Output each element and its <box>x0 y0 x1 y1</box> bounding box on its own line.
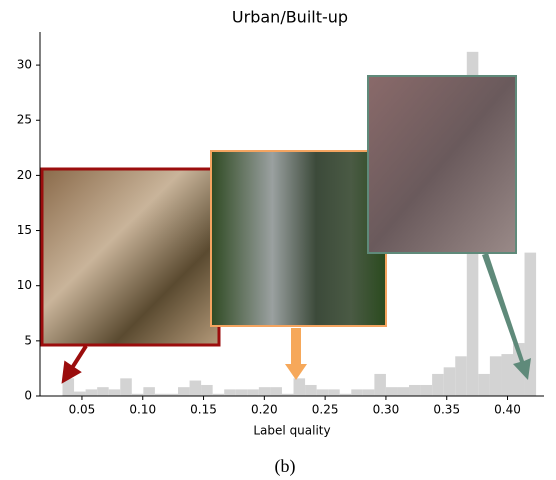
bar <box>258 387 271 396</box>
bar <box>108 389 121 396</box>
bar <box>189 380 202 396</box>
bar <box>154 393 167 396</box>
bar <box>374 373 386 396</box>
bar <box>420 384 433 396</box>
bar <box>362 389 375 396</box>
x-tick-label: 0.40 <box>494 403 521 417</box>
bar <box>97 387 109 396</box>
bar <box>131 393 144 396</box>
bar <box>212 393 225 396</box>
x-tick-label: 0.30 <box>373 403 400 417</box>
arrow <box>482 253 531 380</box>
bar <box>74 391 86 396</box>
caption: (b) <box>275 456 296 477</box>
bar <box>478 373 490 396</box>
x-tick-label: 0.25 <box>312 403 339 417</box>
chart-title: Urban/Built-up <box>232 8 348 27</box>
bar <box>85 389 98 396</box>
bar <box>247 389 259 396</box>
bar <box>224 389 236 396</box>
bar <box>455 356 467 396</box>
arrow <box>285 328 307 380</box>
inset-image <box>40 167 221 347</box>
y-tick-label: 5 <box>24 333 32 347</box>
bar <box>305 384 317 396</box>
y-tick-label: 20 <box>17 168 32 182</box>
inset-images <box>40 75 531 384</box>
x-axis-label: Label quality <box>253 424 330 438</box>
inset-image <box>210 150 387 327</box>
x-tick-label: 0.15 <box>190 403 217 417</box>
bar <box>489 356 502 396</box>
bar <box>143 387 155 396</box>
bar <box>293 378 306 396</box>
bar <box>524 252 537 396</box>
bar <box>339 393 352 396</box>
x-tick-label: 0.05 <box>69 403 96 417</box>
x-tick-label: 0.10 <box>129 403 156 417</box>
y-tick-label: 0 <box>24 389 32 403</box>
y-tick-label: 25 <box>17 113 32 127</box>
bar <box>328 389 340 396</box>
bar <box>351 389 363 396</box>
bar <box>178 387 190 396</box>
arrow <box>61 344 88 384</box>
bar <box>281 393 294 396</box>
bar <box>120 378 132 396</box>
inset-image <box>367 75 517 254</box>
y-tick-label: 10 <box>17 278 32 292</box>
bar <box>201 384 213 396</box>
bar <box>397 387 410 396</box>
x-tick-label: 0.20 <box>251 403 278 417</box>
bar <box>409 384 421 396</box>
x-tick-label: 0.35 <box>433 403 460 417</box>
bar <box>432 373 444 396</box>
bar <box>501 354 513 396</box>
bar <box>166 393 179 396</box>
bar <box>62 378 75 396</box>
bar <box>235 389 248 396</box>
bar <box>443 367 456 396</box>
bar <box>270 387 282 396</box>
bar <box>385 387 398 396</box>
y-tick-label: 30 <box>17 58 32 72</box>
bar <box>316 389 329 396</box>
y-tick-label: 15 <box>17 223 32 237</box>
